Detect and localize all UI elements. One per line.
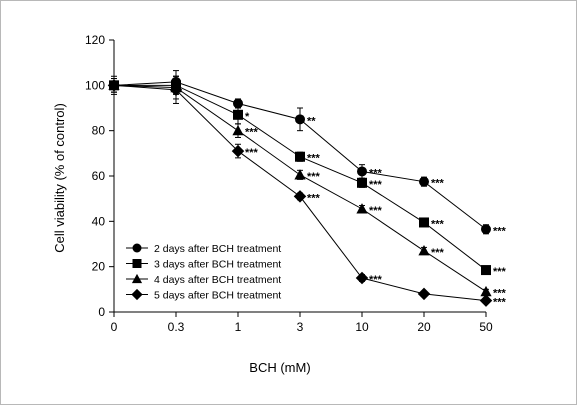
significance-label: *** — [307, 171, 321, 183]
circle-marker — [419, 176, 429, 187]
circle-marker — [132, 243, 142, 253]
significance-label: *** — [493, 288, 507, 300]
axes: 0 20 40 60 80 100 120 0 0.3 1 3 10 20 50 — [85, 33, 493, 334]
x-tick-label: 1 — [235, 320, 242, 334]
significance-label: *** — [431, 218, 445, 230]
legend-item: 3 days after BCH treatment — [126, 259, 281, 271]
legend-label: 4 days after BCH treatment — [154, 274, 281, 286]
square-marker — [419, 217, 429, 228]
significance-label: *** — [307, 153, 321, 165]
diamond-marker — [107, 79, 121, 92]
triangle-marker — [131, 273, 143, 284]
y-tick-label: 40 — [92, 214, 106, 228]
significance-label: *** — [369, 167, 383, 179]
x-tick-label: 50 — [479, 320, 493, 334]
legend-label: 3 days after BCH treatment — [154, 259, 281, 271]
y-tick-label: 100 — [85, 78, 105, 92]
square-marker — [357, 177, 367, 188]
significance-label: *** — [369, 274, 383, 286]
legend-item: 4 days after BCH treatment — [126, 273, 281, 286]
significance-label: *** — [245, 147, 259, 159]
significance-label: *** — [245, 127, 259, 139]
y-tick-label: 20 — [92, 260, 106, 274]
diamond-marker — [169, 83, 183, 97]
y-axis-title: Cell viability (% of control) — [52, 103, 67, 253]
legend-item: 2 days after BCH treatment — [126, 243, 281, 255]
y-tick-label: 120 — [85, 33, 105, 47]
series-circle: *********** — [109, 70, 507, 237]
legend-item: 5 days after BCH treatment — [126, 288, 281, 302]
x-tick-label: 3 — [297, 320, 304, 334]
circle-marker — [481, 224, 491, 235]
x-tick-label: 0.3 — [168, 320, 185, 334]
x-axis-title: BCH (mM) — [249, 360, 310, 375]
legend-label: 2 days after BCH treatment — [154, 243, 281, 255]
diamond-marker — [355, 271, 369, 285]
y-tick-label: 60 — [92, 169, 106, 183]
significance-label: *** — [493, 297, 507, 309]
circle-marker — [295, 114, 305, 125]
significance-label: *** — [431, 247, 445, 259]
y-tick-label: 80 — [92, 124, 106, 138]
square-marker — [233, 109, 243, 120]
triangle-marker — [356, 203, 368, 214]
diamond-marker — [231, 144, 245, 158]
diamond-marker — [293, 190, 307, 203]
series-layer: ****************************************… — [107, 70, 507, 309]
series-diamond: ************ — [107, 75, 507, 309]
diamond-marker — [479, 294, 493, 307]
square-marker — [295, 151, 305, 162]
diamond-marker — [131, 288, 143, 301]
significance-label: *** — [369, 205, 383, 217]
significance-label: *** — [369, 179, 383, 191]
significance-label: * — [245, 111, 250, 123]
triangle-marker — [294, 169, 306, 180]
x-tick-label: 0 — [111, 320, 118, 334]
series-square: ************* — [109, 75, 507, 278]
significance-label: *** — [493, 266, 507, 278]
triangle-marker — [480, 285, 492, 297]
y-tick-label: 0 — [98, 305, 105, 319]
x-tick-label: 10 — [355, 320, 369, 334]
significance-label: *** — [493, 225, 507, 237]
legend: 2 days after BCH treatment 3 days after B… — [126, 243, 281, 302]
significance-label: *** — [431, 178, 445, 190]
significance-label: *** — [307, 192, 321, 204]
x-tick-label: 20 — [417, 320, 431, 334]
square-marker — [132, 259, 142, 268]
triangle-marker — [232, 124, 244, 136]
significance-label: ** — [307, 115, 316, 127]
diamond-marker — [417, 287, 431, 301]
legend-label: 5 days after BCH treatment — [154, 290, 281, 302]
triangle-marker — [418, 245, 430, 256]
circle-marker — [357, 166, 367, 177]
square-marker — [481, 265, 491, 276]
